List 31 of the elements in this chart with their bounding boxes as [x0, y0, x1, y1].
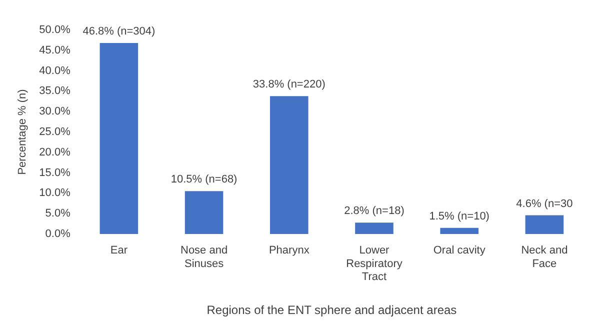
y-tick-label: 30.0% — [39, 106, 71, 118]
bar — [440, 228, 478, 234]
y-tick-label: 15.0% — [39, 166, 71, 179]
x-tick-label: Ear — [110, 244, 128, 257]
x-tick-label: Pharynx — [268, 244, 310, 257]
data-label: 1.5% (n=10) — [429, 210, 490, 222]
bar — [100, 43, 138, 234]
x-tick-label: Neck and Face — [521, 244, 568, 270]
bar — [184, 191, 224, 234]
data-label: 33.8% (n=220) — [252, 78, 326, 91]
y-tick-label: 20.0% — [39, 146, 71, 158]
data-label: 4.6% (n=30 — [516, 198, 573, 210]
x-tick-label: Oral cavity — [433, 244, 486, 257]
y-tick-label: 45.0% — [39, 44, 71, 56]
bar — [355, 222, 394, 234]
data-label: 10.5% (n=68) — [170, 174, 238, 186]
y-tick-label: 10.0% — [39, 187, 71, 200]
bar — [270, 96, 308, 234]
bar — [525, 215, 564, 234]
y-tick-label: 40.0% — [39, 64, 71, 77]
x-tick-label: Lower Respiratory Tract — [346, 244, 403, 284]
y-tick-label: 50.0% — [39, 24, 71, 36]
data-label: 2.8% (n=18) — [344, 205, 404, 218]
y-tick-label: 35.0% — [39, 85, 71, 98]
x-axis-title: Regions of the ENT sphere and adjacent areas — [206, 303, 457, 318]
x-tick-label: Nose and Sinuses — [180, 244, 228, 270]
data-label: 46.8% (n=304) — [82, 26, 156, 38]
y-tick-label: 0.0% — [45, 228, 71, 240]
y-tick-label: 25.0% — [39, 126, 71, 138]
y-tick-label: 5.0% — [45, 208, 71, 220]
y-axis-title: Percentage % (n) — [16, 89, 29, 175]
